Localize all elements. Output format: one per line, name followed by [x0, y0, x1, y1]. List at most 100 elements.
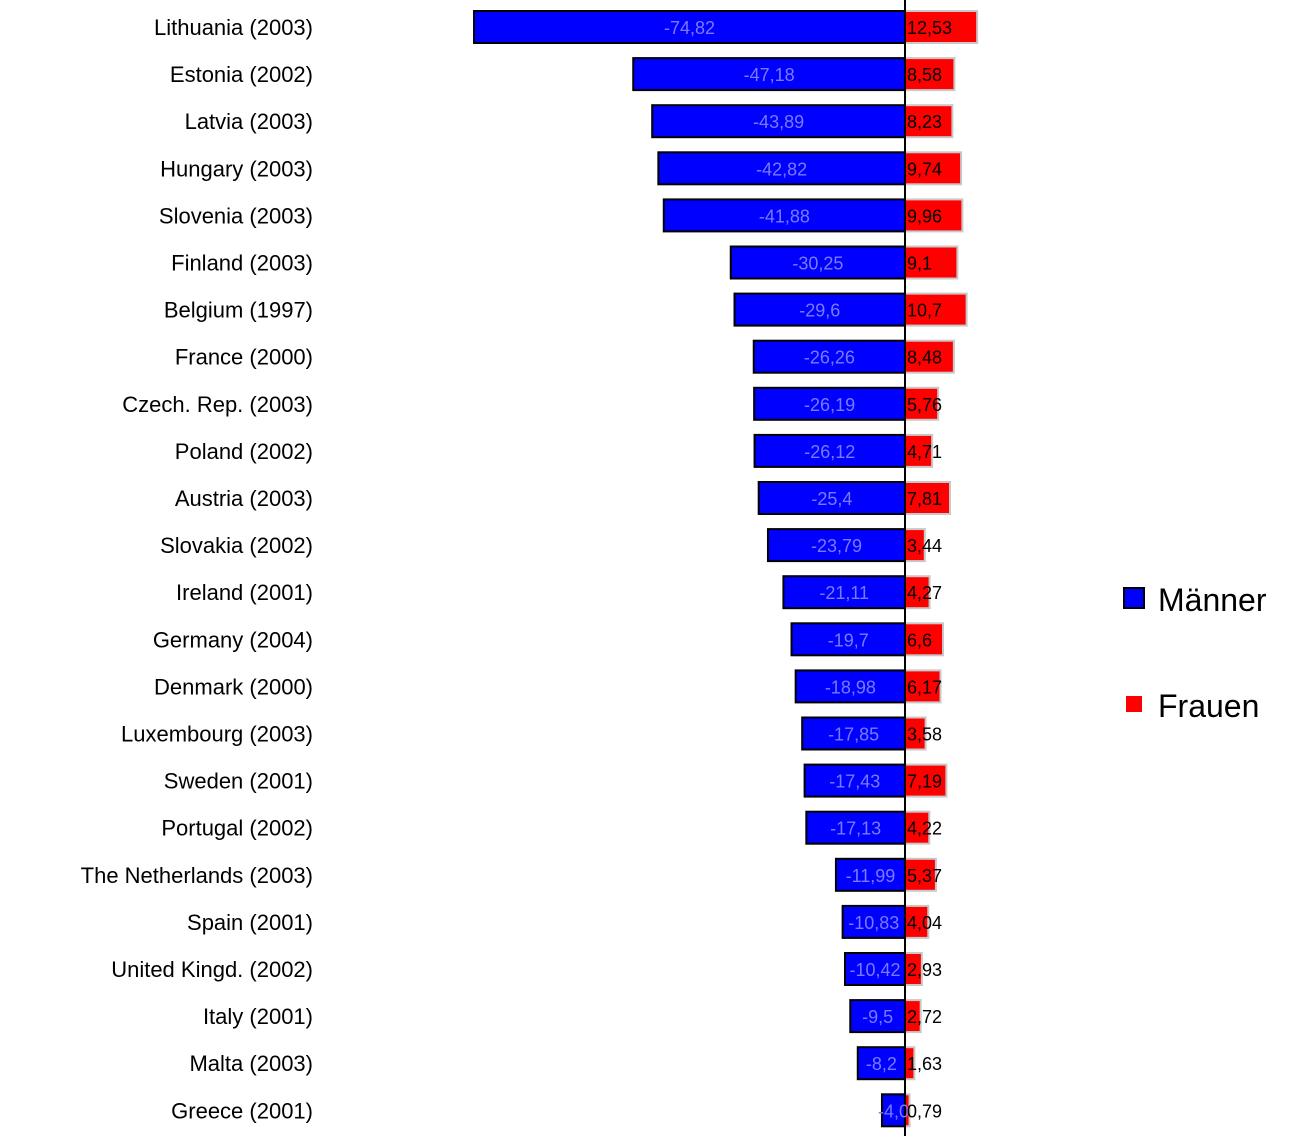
bar-maenner	[757, 481, 906, 515]
data-label-frauen: 4,04	[907, 913, 942, 933]
category-label: Germany (2004)	[153, 627, 313, 652]
category-label: United Kingd. (2002)	[111, 957, 313, 982]
bar-maenner	[733, 292, 907, 327]
category-label: Czech. Rep. (2003)	[122, 392, 313, 417]
data-label-frauen: 5,37	[907, 866, 942, 886]
data-label-maenner: -74,82	[664, 18, 715, 38]
bars	[473, 10, 979, 1128]
data-label-frauen: 5,76	[907, 395, 942, 415]
data-label-maenner: -18,98	[825, 677, 876, 697]
data-label-frauen: 8,58	[907, 65, 942, 85]
data-label-frauen: 0,79	[907, 1101, 942, 1121]
category-label: Sweden (2001)	[164, 769, 313, 794]
bar-frauen	[904, 810, 931, 845]
bar-maenner	[782, 575, 906, 610]
bar-maenner	[662, 198, 906, 233]
legend-label-frauen: Frauen	[1158, 688, 1259, 724]
data-label-maenner: -10,42	[849, 960, 900, 980]
data-label-maenner: -43,89	[753, 112, 804, 132]
data-label-maenner: -19,7	[828, 630, 869, 650]
legend-swatch-maenner	[1123, 587, 1145, 609]
data-label-maenner: -47,18	[744, 65, 795, 85]
bar-frauen	[904, 433, 934, 468]
legend-swatch-frauen	[1126, 696, 1142, 712]
data-label-frauen: 6,6	[907, 630, 932, 650]
data-label-maenner: -21,11	[819, 583, 869, 603]
bar-frauen	[904, 622, 945, 657]
bar-maenner	[801, 716, 907, 751]
bar-maenner	[766, 528, 906, 563]
bar-maenner	[805, 810, 906, 845]
data-label-maenner: -17,13	[830, 819, 881, 839]
data-label-frauen: 4,27	[907, 583, 942, 603]
data-label-frauen: 8,48	[907, 348, 942, 368]
category-label: Italy (2001)	[203, 1004, 313, 1029]
bar-frauen	[904, 481, 951, 515]
data-label-frauen: 6,17	[907, 677, 942, 697]
data-label-maenner: -23,79	[811, 536, 862, 556]
bar-maenner	[473, 10, 906, 44]
data-label-maenner: -29,6	[799, 301, 840, 321]
category-label: Hungary (2003)	[160, 156, 313, 181]
category-label: Lithuania (2003)	[154, 15, 313, 40]
data-label-maenner: -11,99	[846, 866, 896, 886]
category-label: Poland (2002)	[175, 439, 313, 464]
bar-frauen	[904, 575, 931, 610]
data-label-frauen: 9,1	[907, 254, 932, 274]
category-label: Ireland (2001)	[176, 580, 313, 605]
bar-frauen	[904, 292, 968, 327]
category-label: Malta (2003)	[189, 1051, 313, 1076]
data-label-maenner: -17,85	[828, 725, 879, 745]
data-label-frauen: 9,74	[907, 159, 942, 179]
data-label-maenner: -10,83	[848, 913, 899, 933]
data-label-maenner: -9,5	[862, 1007, 893, 1027]
data-label-maenner: -42,82	[756, 159, 807, 179]
bar-frauen	[904, 669, 942, 704]
category-label: France (2000)	[175, 345, 313, 370]
data-label-frauen: 9,96	[907, 206, 942, 226]
data-label-maenner: -26,19	[804, 395, 855, 415]
bar-frauen	[904, 57, 956, 92]
data-label-frauen: 3,58	[907, 725, 942, 745]
bar-maenner	[657, 151, 907, 186]
category-label: Spain (2001)	[187, 910, 313, 935]
data-label-maenner: -17,43	[829, 772, 880, 792]
category-label: Denmark (2000)	[154, 674, 313, 699]
bar-maenner	[753, 433, 907, 468]
category-label: Luxembourg (2003)	[121, 722, 313, 747]
bar-maenner	[803, 763, 907, 798]
category-label: Portugal (2002)	[161, 816, 313, 841]
legend: Männer Frauen	[1123, 582, 1267, 724]
bar-maenner	[632, 57, 907, 92]
legend-label-maenner: Männer	[1158, 582, 1267, 618]
bar-frauen	[904, 245, 959, 280]
bar-maenner	[790, 622, 907, 657]
data-label-maenner: -30,25	[792, 254, 843, 274]
data-label-frauen: 12,53	[907, 18, 952, 38]
data-label-maenner: -26,12	[804, 442, 855, 462]
data-labels: -74,82 12,53 -47,18 8,58 -43,89 8,23 -42,82 9,7…	[664, 18, 952, 1121]
data-label-maenner: -4,0	[878, 1101, 909, 1121]
data-label-maenner: -26,26	[804, 348, 855, 368]
category-label: Austria (2003)	[175, 486, 313, 511]
data-label-frauen: 2,72	[907, 1007, 942, 1027]
bar-frauen	[904, 10, 979, 44]
bar-maenner	[651, 104, 906, 139]
data-label-frauen: 8,23	[907, 112, 942, 132]
data-label-maenner: -25,4	[811, 489, 852, 509]
category-labels: Lithuania (2003) Estonia (2002) Latvia (20…	[81, 15, 313, 1123]
category-label: Greece (2001)	[171, 1098, 313, 1123]
bar-maenner	[753, 386, 907, 421]
data-label-frauen: 4,22	[907, 819, 942, 839]
category-label: The Netherlands (2003)	[81, 863, 313, 888]
data-label-frauen: 7,81	[907, 489, 942, 509]
category-label: Estonia (2002)	[170, 62, 313, 87]
data-label-frauen: 3,44	[907, 536, 942, 556]
data-label-frauen: 7,19	[907, 772, 942, 792]
data-label-frauen: 1,63	[907, 1054, 942, 1074]
category-label: Latvia (2003)	[185, 109, 313, 134]
category-label: Slovakia (2002)	[160, 533, 313, 558]
category-label: Finland (2003)	[171, 251, 313, 276]
category-label: Belgium (1997)	[164, 298, 313, 323]
